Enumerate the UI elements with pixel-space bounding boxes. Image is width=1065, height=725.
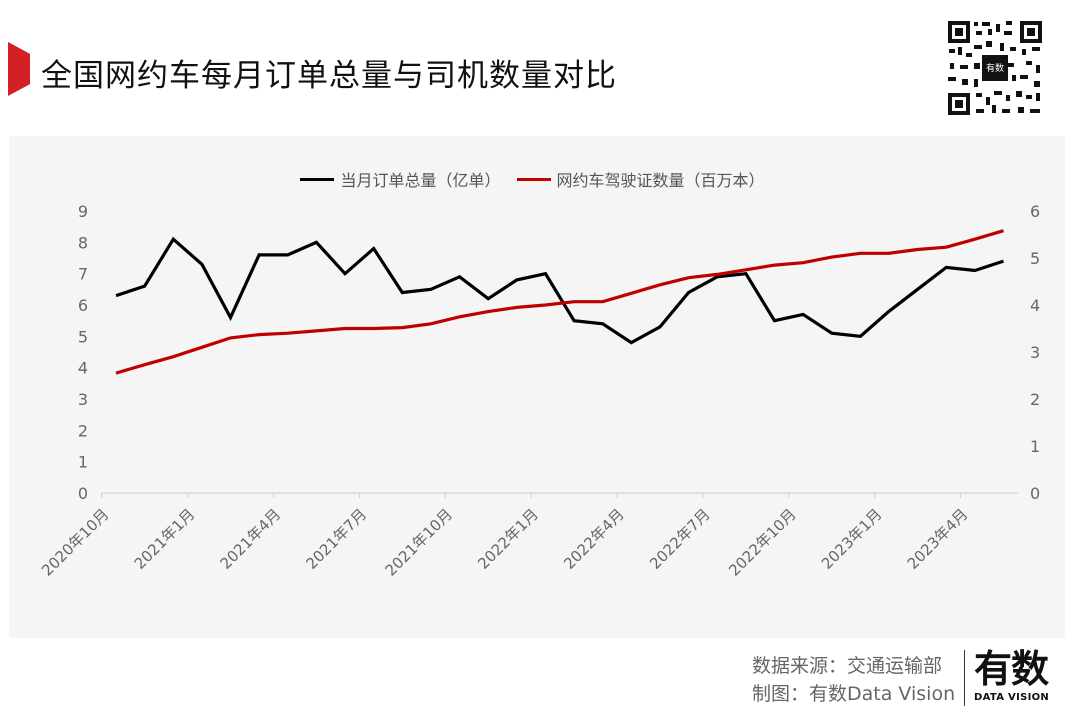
brand-logo: 有数 DATA VISION (974, 648, 1056, 706)
qr-code-icon: 有数 (946, 19, 1044, 117)
left-y-tick-label: 3 (78, 390, 88, 409)
left-y-tick-label: 5 (78, 327, 88, 346)
x-tick-label: 2022年10月 (725, 505, 799, 579)
left-y-tick-label: 9 (78, 202, 88, 221)
data-source: 数据来源：交通运输部 (752, 655, 943, 677)
left-y-tick-label: 6 (78, 296, 88, 315)
svg-text:有数: 有数 (986, 62, 1004, 74)
footer: 数据来源：交通运输部 制图：有数Data Vision (752, 652, 955, 708)
right-y-tick-label: 1 (1030, 437, 1040, 456)
x-tick-label: 2022年1月 (474, 505, 542, 573)
title-accent-icon (8, 42, 30, 96)
x-tick-label: 2021年4月 (217, 505, 285, 573)
right-y-tick-label: 4 (1030, 296, 1040, 315)
legend-swatch-black-line-icon (300, 177, 335, 181)
licenses-line (115, 229, 1004, 375)
title-bar: 全国网约车每月订单总量与司机数量对比 (0, 42, 700, 97)
x-tick-label: 2020年10月 (38, 505, 112, 579)
x-tick-label: 2023年4月 (904, 505, 972, 573)
right-y-tick-label: 3 (1030, 343, 1040, 362)
chart-credit: 制图：有数Data Vision (752, 683, 956, 705)
legend-swatch-red-line-icon (516, 177, 551, 181)
left-y-tick-label: 0 (78, 484, 88, 503)
right-y-tick-label: 0 (1030, 484, 1040, 503)
x-tick-label: 2021年7月 (303, 505, 371, 573)
logo-subtitle: DATA VISION (974, 692, 1050, 703)
x-tick-label: 2022年7月 (646, 505, 714, 573)
x-tick-label: 2021年10月 (382, 505, 456, 579)
left-y-tick-label: 7 (78, 265, 88, 284)
left-y-tick-label: 1 (78, 453, 88, 472)
chart-legend: 当月订单总量（亿单） 网约车驾驶证数量（百万本） (0, 167, 1065, 191)
legend-item-licenses: 网约车驾驶证数量（百万本） (516, 167, 765, 191)
x-tick-label: 2021年1月 (131, 505, 199, 573)
left-y-tick-label: 4 (78, 359, 88, 378)
legend-item-orders: 当月订单总量（亿单） (300, 167, 501, 191)
x-tick-label: 2023年1月 (818, 505, 886, 573)
x-tick-label: 2022年4月 (560, 505, 628, 573)
right-y-tick-label: 6 (1030, 202, 1040, 221)
page-title: 全国网约车每月订单总量与司机数量对比 (41, 58, 617, 94)
footer-divider (964, 650, 965, 706)
logo-wordmark: 有数 (974, 647, 1049, 691)
right-y-tick-label: 2 (1030, 390, 1040, 409)
chart-panel (9, 136, 1065, 638)
right-y-tick-label: 5 (1030, 249, 1040, 268)
legend-label-orders: 当月订单总量（亿单） (340, 171, 501, 190)
orders-line (115, 236, 1004, 345)
left-y-tick-label: 2 (78, 421, 88, 440)
legend-label-licenses: 网约车驾驶证数量（百万本） (556, 171, 765, 190)
left-y-tick-label: 8 (78, 233, 88, 252)
